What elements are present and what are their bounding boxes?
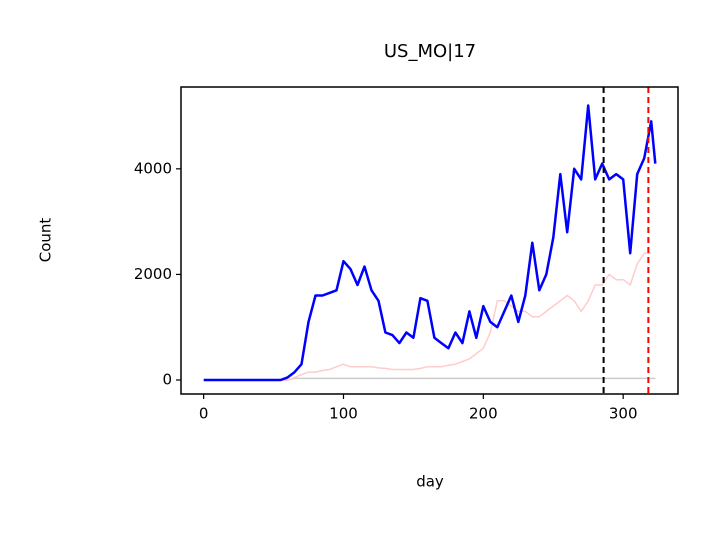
plot-frame [180, 86, 679, 395]
y-axis-label: Count [37, 218, 55, 263]
y-tick-label: 4000 [134, 159, 172, 177]
x-tick-label: 0 [199, 405, 209, 423]
x-axis-label: day [416, 473, 444, 491]
y-tick-label: 2000 [134, 265, 172, 283]
series-line [203, 104, 657, 382]
y-tick-label: 0 [162, 371, 172, 389]
x-tick-label: 200 [469, 405, 498, 423]
x-tick-label: 100 [329, 405, 358, 423]
series-line [203, 252, 652, 381]
chart-title: US_MO|17 [384, 41, 476, 62]
x-tick-label: 300 [609, 405, 638, 423]
